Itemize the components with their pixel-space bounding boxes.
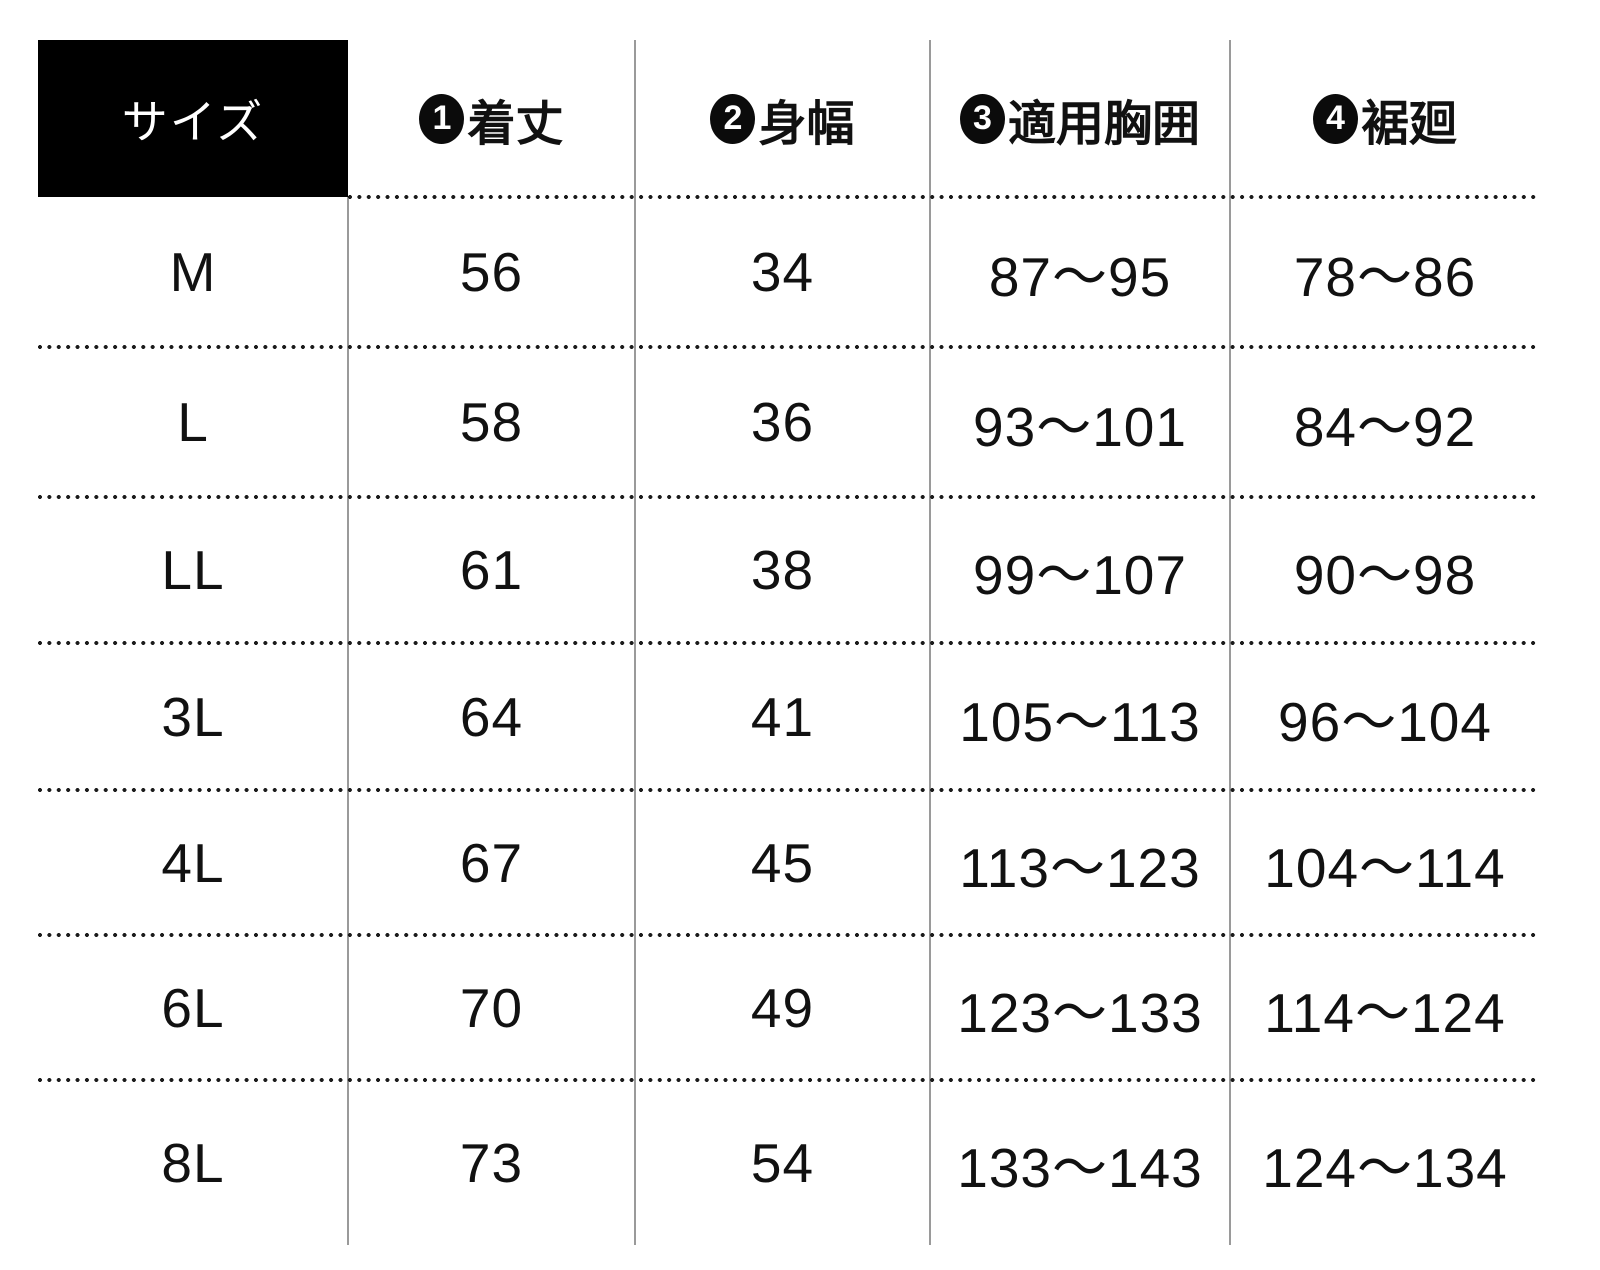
cell-body-width: 34 [750,241,815,303]
row-size-label: 4L [161,831,225,894]
circled-1-icon: 1 [419,93,465,144]
size-chart-table: サイズ 1 着丈 2 身幅 3 適用胸囲 4 裾廻 M 56 34 87〜95 … [38,40,1540,1245]
corner-header-label: サイズ [121,95,265,148]
cell-hem-range: 78〜86 [1293,246,1477,308]
col-header-chest: 3 適用胸囲 [930,40,1230,197]
cell-hem-range: 96〜104 [1278,690,1492,753]
col-header-label: 裾廻 [1360,97,1457,151]
cell-hem-range: 90〜98 [1293,544,1477,606]
cell-body-width: 38 [750,539,815,601]
cell-body-length: 61 [459,539,524,601]
col-header-label: 適用胸囲 [1007,97,1200,151]
cell-chest-range: 123〜133 [957,981,1203,1044]
cell-hem-range: 104〜114 [1264,836,1506,899]
col-header-label: 着丈 [467,97,564,151]
row-size-label: 3L [161,685,225,748]
cell-body-width: 45 [750,831,815,894]
cell-chest-range: 133〜143 [957,1136,1203,1199]
col-header-label: 身幅 [758,97,855,151]
cell-hem-range: 114〜124 [1264,981,1506,1044]
circled-2-icon: 2 [710,93,756,144]
cell-body-length: 58 [459,391,524,453]
cell-body-width: 41 [750,685,815,748]
row-size-label: 6L [161,976,225,1039]
cell-chest-range: 113〜123 [959,836,1201,899]
cell-body-width: 54 [750,1131,815,1194]
cell-chest-range: 99〜107 [973,544,1187,606]
corner-header-size: サイズ [38,40,348,197]
cell-body-width: 36 [750,391,815,453]
cell-body-length: 56 [459,241,524,303]
cell-chest-range: 87〜95 [988,246,1172,308]
col-header-body-width: 2 身幅 [635,40,930,197]
cell-chest-range: 105〜113 [959,690,1201,753]
col-header-body-length: 1 着丈 [348,40,635,197]
cell-body-length: 67 [459,831,524,894]
cell-body-length: 73 [459,1131,524,1194]
cell-hem-range: 124〜134 [1262,1136,1508,1199]
row-size-label: M [169,241,217,303]
row-size-label: 8L [161,1131,225,1194]
cell-body-length: 70 [459,976,524,1039]
cell-body-length: 64 [459,685,524,748]
cell-body-width: 49 [750,976,815,1039]
cell-chest-range: 93〜101 [973,396,1187,458]
row-size-label: LL [161,539,225,601]
circled-3-icon: 3 [959,93,1005,144]
circled-4-icon: 4 [1312,93,1358,144]
cell-hem-range: 84〜92 [1293,396,1477,458]
row-size-label: L [177,391,209,453]
col-header-hem: 4 裾廻 [1230,40,1540,197]
